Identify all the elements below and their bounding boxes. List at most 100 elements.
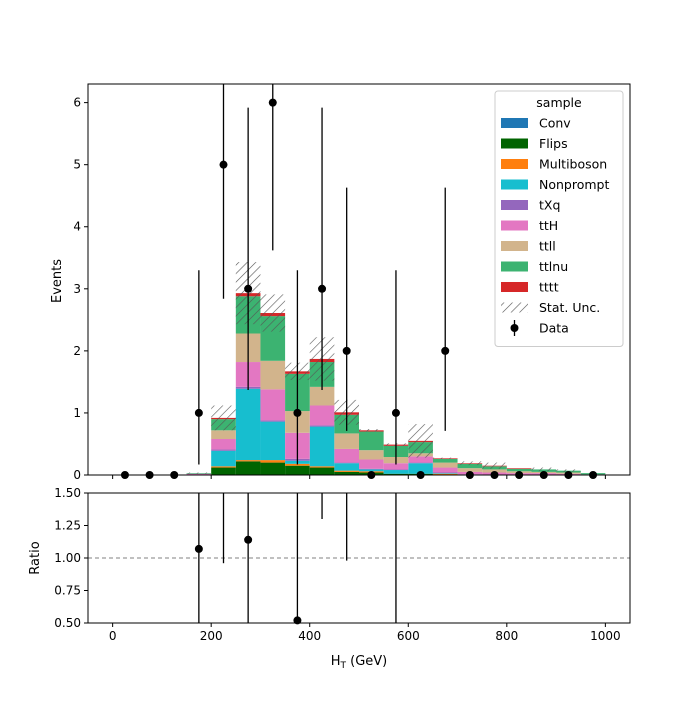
y-tick-label-ratio-0: 0.50 bbox=[54, 616, 81, 630]
data-point-11 bbox=[391, 408, 400, 417]
x-tick-label-5: 1000 bbox=[590, 629, 621, 643]
bar-multiboson-bin-10 bbox=[432, 473, 458, 475]
bar-flips-bin-3 bbox=[260, 462, 286, 475]
bar-nonprompt-bin-7 bbox=[359, 469, 384, 472]
legend-swatch-ttll bbox=[501, 241, 528, 251]
y-tick-label-main-6: 6 bbox=[73, 96, 81, 110]
y-tick-label-ratio-1: 0.75 bbox=[54, 584, 81, 598]
bar-ttll-bin-6 bbox=[334, 433, 359, 449]
bar-tth-bin-5 bbox=[309, 405, 335, 426]
bar-txq-bin-7 bbox=[359, 468, 384, 470]
legend-swatch-tth bbox=[501, 220, 528, 231]
legend-data-marker bbox=[510, 324, 519, 332]
y-tick-label-main-5: 5 bbox=[73, 158, 81, 172]
bar-tth-bin-6 bbox=[334, 448, 359, 463]
stat-unc-bin-11 bbox=[457, 461, 483, 466]
bar-ttll-bin-11 bbox=[457, 468, 483, 472]
bar-ttll-bin-5 bbox=[309, 386, 335, 406]
bar-multiboson-bin-6 bbox=[334, 470, 359, 472]
bar-ttlnu-bin-13 bbox=[506, 468, 532, 472]
bar-txq-bin-10 bbox=[432, 472, 458, 474]
bar-tth-bin-3 bbox=[260, 389, 286, 421]
legend: sample Conv Flips Multiboson Nonprompt tXq ttH… bbox=[494, 90, 624, 347]
bar-nonprompt-bin-3 bbox=[260, 421, 286, 461]
bar-ttlnu-bin-7 bbox=[359, 431, 384, 451]
legend-label-data: Data bbox=[539, 321, 569, 336]
bar-tth-bin-1 bbox=[211, 439, 236, 450]
main-plot-panel: 0 1 2 3 4 5 6 bbox=[73, 83, 631, 482]
stat-unc-bin-3 bbox=[260, 294, 286, 332]
ratio-point-3 bbox=[293, 616, 302, 625]
y-tick-label-ratio-3: 1.25 bbox=[54, 519, 81, 533]
data-point-13 bbox=[441, 346, 450, 355]
y-tick-label-main-0: 0 bbox=[73, 468, 81, 482]
y-tick-label-main-3: 3 bbox=[73, 282, 81, 296]
legend-label-multiboson: Multiboson bbox=[539, 157, 607, 172]
x-axis-label-h: H bbox=[331, 654, 341, 669]
x-tick-label-0: 0 bbox=[109, 629, 117, 643]
legend-label-ttlnu: ttlnu bbox=[539, 259, 568, 274]
bar-multiboson-bin-5 bbox=[309, 466, 335, 468]
bar-ttll-bin-1 bbox=[211, 430, 236, 440]
data-point-8 bbox=[318, 284, 327, 293]
bar-multiboson-bin-1 bbox=[211, 466, 236, 468]
y-tick-label-main-2: 2 bbox=[73, 344, 81, 358]
bar-flips-bin-4 bbox=[285, 465, 310, 475]
bar-ttlnu-bin-11 bbox=[457, 463, 483, 469]
bar-multiboson-bin-4 bbox=[285, 463, 310, 466]
data-point-5 bbox=[244, 284, 253, 293]
bar-txq-bin-8 bbox=[383, 469, 409, 471]
bar-txq-bin-5 bbox=[309, 425, 335, 427]
data-point-6 bbox=[268, 98, 277, 107]
bar-txq-bin-6 bbox=[334, 462, 359, 464]
legend-swatch-ttlnu bbox=[501, 261, 528, 272]
bar-txq-bin-1 bbox=[211, 449, 236, 451]
legend-label-flips: Flips bbox=[539, 136, 568, 151]
bar-nonprompt-bin-2 bbox=[235, 388, 261, 461]
bar-nonprompt-bin-6 bbox=[334, 463, 359, 471]
stat-unc-bin-14 bbox=[531, 467, 557, 472]
y-tick-label-ratio-2: 1.00 bbox=[54, 551, 81, 565]
stat-unc-bin-1 bbox=[211, 405, 236, 431]
bar-ttll-bin-12 bbox=[482, 469, 507, 473]
legend-swatch-txq bbox=[501, 200, 528, 210]
bar-nonprompt-bin-1 bbox=[211, 450, 236, 467]
x-tick-label-4: 800 bbox=[495, 629, 518, 643]
bar-txq-bin-9 bbox=[408, 462, 433, 464]
ratio-point-0 bbox=[194, 544, 203, 553]
legend-swatch-multiboson bbox=[501, 159, 528, 169]
data-point-3 bbox=[194, 408, 203, 417]
ratio-plot-frame bbox=[87, 492, 631, 624]
legend-label-ttll: ttll bbox=[539, 239, 556, 254]
main-plot-frame bbox=[87, 83, 631, 476]
legend-swatch-flips bbox=[501, 138, 528, 149]
bar-tth-bin-0 bbox=[186, 473, 212, 475]
stat-unc-bin-15 bbox=[556, 469, 581, 472]
bar-nonprompt-bin-8 bbox=[383, 470, 409, 474]
legend-swatch-stat-unc bbox=[501, 302, 528, 313]
x-axis-label-unit: (GeV) bbox=[346, 654, 387, 669]
legend-label-stat-unc: Stat. Unc. bbox=[539, 300, 600, 315]
ratio-point-2 bbox=[244, 535, 253, 544]
legend-label-tttt: tttt bbox=[539, 280, 559, 295]
stat-unc-bin-10 bbox=[432, 457, 458, 459]
bar-ttlnu-bin-10 bbox=[432, 458, 458, 463]
bar-ttll-bin-10 bbox=[432, 462, 458, 468]
data-point-4 bbox=[219, 160, 228, 169]
legend-swatch-tttt bbox=[501, 282, 528, 292]
bar-flips-bin-1 bbox=[211, 467, 236, 475]
legend-label-tth: ttH bbox=[539, 218, 558, 233]
bar-flips-bin-8 bbox=[383, 473, 409, 475]
bar-flips-bin-6 bbox=[334, 471, 359, 475]
bar-txq-bin-3 bbox=[260, 420, 286, 422]
y-tick-label-main-4: 4 bbox=[73, 220, 81, 234]
legend-title: sample bbox=[536, 95, 582, 110]
x-axis-label-sub: T bbox=[340, 661, 347, 671]
stat-unc-bin-7 bbox=[359, 429, 384, 432]
y-tick-label-main-1: 1 bbox=[73, 406, 81, 420]
legend-label-nonprompt: Nonprompt bbox=[539, 177, 609, 192]
bar-flips-bin-5 bbox=[309, 467, 335, 475]
y-axis-label-main: Events bbox=[50, 259, 65, 303]
legend-label-conv: Conv bbox=[539, 116, 571, 131]
